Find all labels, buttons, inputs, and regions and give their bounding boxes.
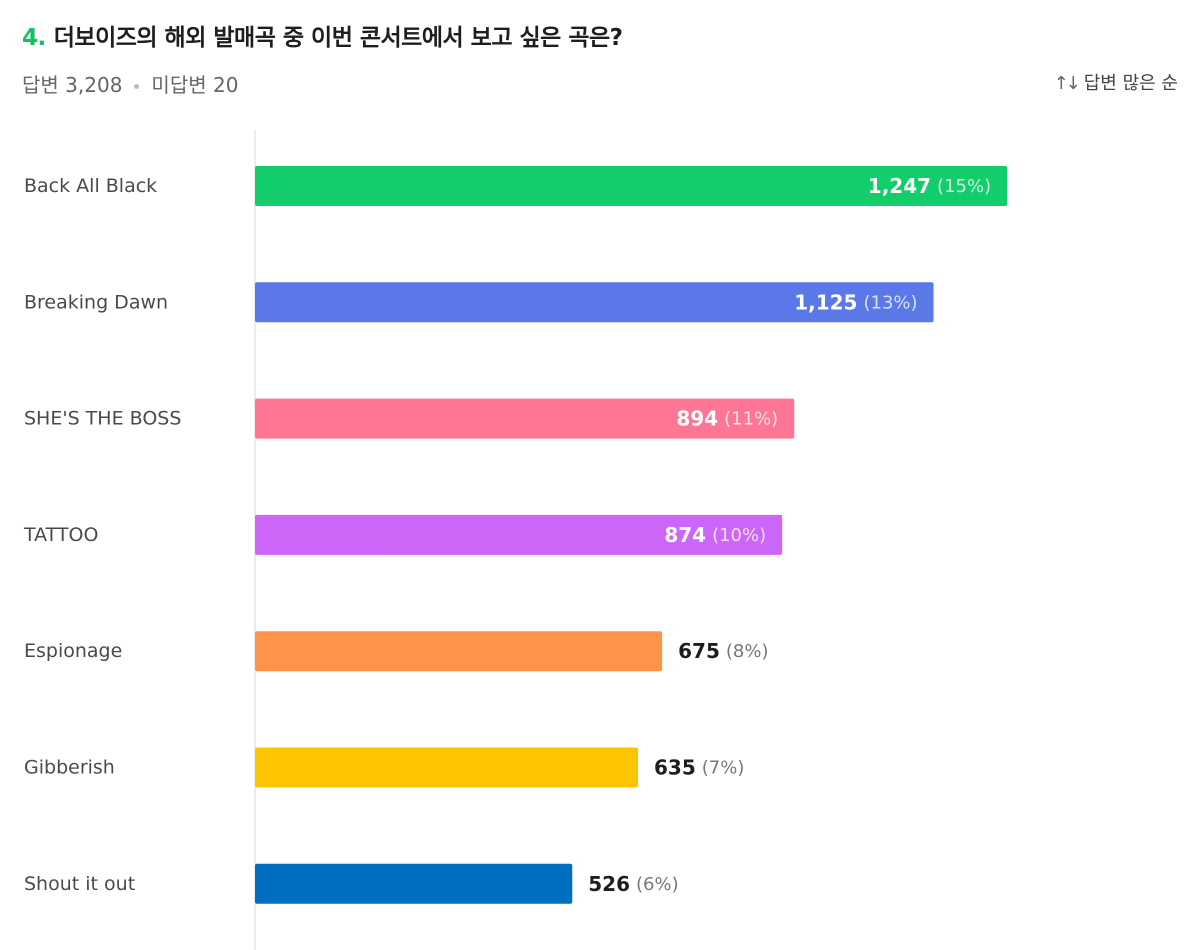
value-label: 1,125 (13%) (794, 290, 917, 314)
value-percent: (13%) (863, 292, 917, 313)
sort-arrows-icon: ↑↓ (1053, 73, 1081, 94)
bar (255, 282, 934, 323)
bar-row: Shout it out 526 (6%) (24, 863, 679, 904)
bar (255, 863, 573, 904)
question-title: 4. 더보이즈의 해외 발매곡 중 이번 콘서트에서 보고 싶은 곡은? (22, 18, 623, 52)
value-percent: (11%) (724, 408, 778, 429)
response-stats: 답변 3,208 미답변 20 (22, 69, 238, 98)
value-label: 894 (11%) (676, 407, 778, 431)
sort-button[interactable]: ↑↓ 답변 많은 순 (1054, 69, 1178, 95)
value-number: 1,247 (868, 174, 931, 198)
value-number: 874 (664, 523, 706, 547)
bar (255, 747, 638, 788)
bar-row: TATTOO 874 (10%) (23, 514, 783, 555)
value-number: 894 (676, 407, 718, 431)
value-label: 874 (10%) (664, 523, 766, 547)
value-label: 635 (7%) (654, 756, 744, 780)
bar-row: SHE'S THE BOSS 894 (11%) (24, 398, 795, 439)
value-label: 526 (6%) (588, 872, 678, 896)
category-label: Breaking Dawn (24, 291, 168, 313)
value-percent: (10%) (712, 524, 766, 545)
bar-row: Breaking Dawn 1,125 (13%) (24, 282, 934, 323)
category-label: Espionage (24, 640, 122, 662)
value-number: 526 (588, 872, 630, 896)
value-percent: (7%) (702, 757, 745, 778)
value-label: 675 (8%) (678, 639, 768, 663)
sort-label: 답변 많은 순 (1083, 73, 1178, 94)
bar-row: Espionage 675 (8%) (24, 631, 768, 672)
bars-layer: Back All Black 1,247 (15%) Breaking Dawn 1,1… (23, 166, 1008, 904)
value-percent: (6%) (636, 873, 679, 894)
question-number: 4. (22, 25, 46, 51)
category-label: Back All Black (24, 175, 157, 197)
question-text: 더보이즈의 해외 발매곡 중 이번 콘서트에서 보고 싶은 곡은? (53, 25, 623, 51)
value-label: 1,247 (15%) (868, 174, 991, 198)
bar (255, 166, 1008, 206)
answered-count: 답변 3,208 (22, 73, 123, 97)
unanswered-count: 미답변 20 (151, 73, 239, 97)
category-label: Shout it out (24, 873, 135, 895)
category-label: SHE'S THE BOSS (24, 408, 181, 430)
value-number: 675 (678, 639, 720, 663)
bar-row: Gibberish 635 (7%) (24, 747, 744, 788)
value-number: 1,125 (794, 290, 857, 314)
category-label: TATTOO (23, 524, 98, 546)
bar-row: Back All Black 1,247 (15%) (24, 166, 1008, 206)
bar (255, 514, 783, 555)
bar (255, 398, 795, 439)
value-number: 635 (654, 756, 696, 780)
value-percent: (8%) (726, 641, 769, 662)
separator-dot (134, 84, 140, 89)
bar (255, 631, 663, 672)
category-label: Gibberish (24, 757, 115, 779)
value-percent: (15%) (937, 176, 991, 197)
